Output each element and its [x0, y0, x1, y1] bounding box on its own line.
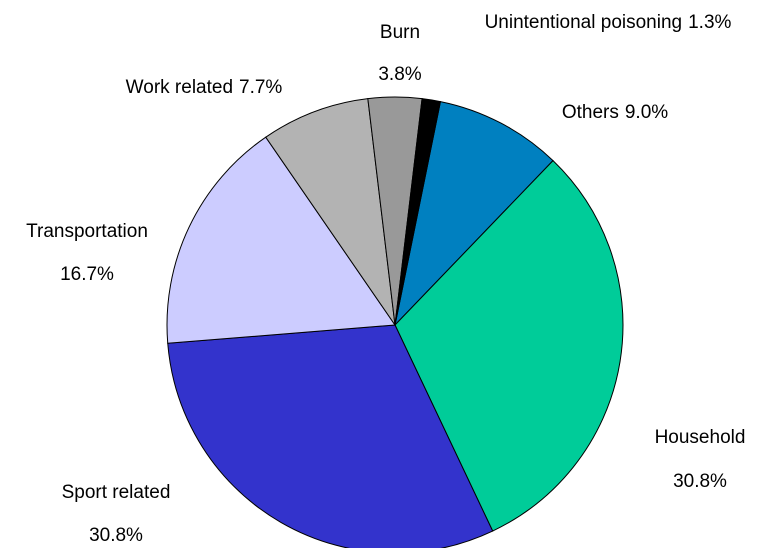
pie-slice	[167, 324, 494, 548]
value-label: 9.0%	[625, 102, 668, 123]
pie-slice	[394, 98, 442, 326]
category-label: Unintentional poisoning	[485, 12, 683, 33]
category-label: Sport related	[62, 482, 171, 503]
value-label: 30.8%	[673, 471, 727, 492]
value-label: 1.3%	[688, 12, 731, 33]
pie-slice	[394, 159, 624, 532]
category-label: Transportation	[26, 221, 148, 242]
value-label: 7.7%	[239, 77, 282, 98]
pie-slice	[166, 136, 396, 344]
category-label: Household	[655, 427, 746, 448]
pie-slice	[265, 98, 396, 326]
category-label: Work related	[126, 77, 233, 98]
category-label: Others	[562, 102, 619, 123]
category-label: Burn	[380, 22, 420, 43]
pie-slice	[394, 100, 554, 327]
slice-label: Work related 7.7%	[126, 77, 283, 98]
slice-label: Others 9.0%	[562, 102, 668, 123]
slice-label: Unintentional poisoning 1.3%	[485, 12, 732, 33]
value-label: 3.8%	[378, 64, 421, 85]
value-label: 30.8%	[89, 525, 143, 546]
value-label: 16.7%	[60, 264, 114, 285]
